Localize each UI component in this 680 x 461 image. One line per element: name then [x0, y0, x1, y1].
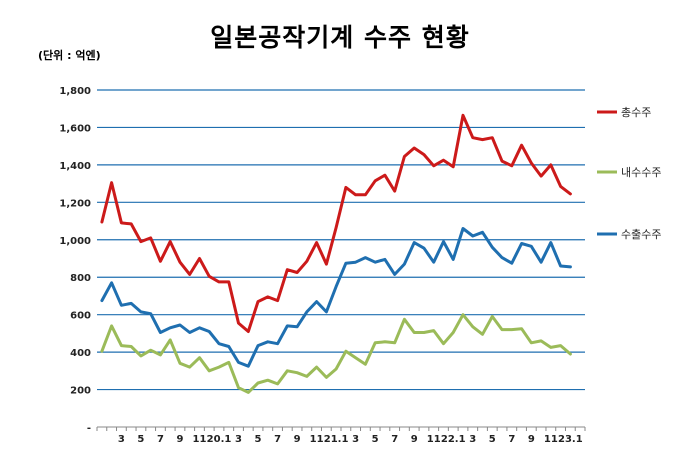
x-tick-label: 20.1 [207, 434, 232, 445]
x-tick-label: 5 [255, 434, 262, 445]
y-tick-label: 400 [70, 348, 91, 359]
chart-title: 일본공작기계 수주 현황 [210, 23, 470, 52]
x-tick-label: 5 [372, 434, 379, 445]
x-tick-label: 3 [469, 434, 476, 445]
x-axis-ticks: 3 5 7 9 11 20.1 3 5 7 9 11 21.1 3 5 7 9 11 22.1 3 5 7 9 11 23.1 [96, 427, 586, 445]
series-lines [100, 113, 572, 394]
x-tick-label: 3 [235, 434, 242, 445]
x-tick-label: 5 [489, 434, 496, 445]
x-tick-label: 7 [391, 434, 398, 445]
y-tick-label: 1,400 [59, 161, 91, 172]
y-tick-label: 800 [70, 273, 91, 284]
x-tick-label: 3 [118, 434, 125, 445]
y-tick-label: 1,000 [59, 236, 91, 247]
y-tick-label: 1,800 [59, 86, 91, 97]
legend-label: 총수주 [621, 106, 651, 119]
x-tick-label: 5 [137, 434, 144, 445]
legend-label: 내수수주 [621, 166, 661, 179]
x-tick-label: 9 [294, 434, 301, 445]
x-tick-label: 7 [508, 434, 515, 445]
y-tick-label: 200 [70, 386, 91, 397]
y-axis-ticks: - 200 400 600 800 1,000 1,200 1,400 1,600 1,800 [59, 86, 91, 434]
x-tick-label: 9 [176, 434, 183, 445]
x-tick-label: 21.1 [324, 434, 349, 445]
series-line-수출수주 [100, 227, 572, 368]
x-tick-label: 22.1 [441, 434, 466, 445]
series-line-총수주 [100, 113, 572, 333]
series-line-내수수주 [100, 313, 572, 394]
x-tick-label: 7 [274, 434, 281, 445]
y-tick-label: 600 [70, 311, 91, 322]
x-tick-label: 11 [544, 434, 558, 445]
x-tick-label: 11 [427, 434, 441, 445]
x-tick-label: 3 [352, 434, 359, 445]
x-tick-label: 23.1 [558, 434, 583, 445]
x-tick-label: 7 [157, 434, 164, 445]
y-tick-label: - [87, 423, 91, 434]
x-tick-label: 9 [528, 434, 535, 445]
x-tick-label: 9 [411, 434, 418, 445]
y-tick-label: 1,200 [59, 198, 91, 209]
y-tick-label: 1,600 [59, 123, 91, 134]
unit-label: (단위 : 억엔) [38, 49, 101, 62]
gridlines [97, 89, 585, 428]
x-tick-label: 11 [193, 434, 207, 445]
x-tick-label: 11 [310, 434, 324, 445]
legend-label: 수출수주 [621, 228, 661, 241]
